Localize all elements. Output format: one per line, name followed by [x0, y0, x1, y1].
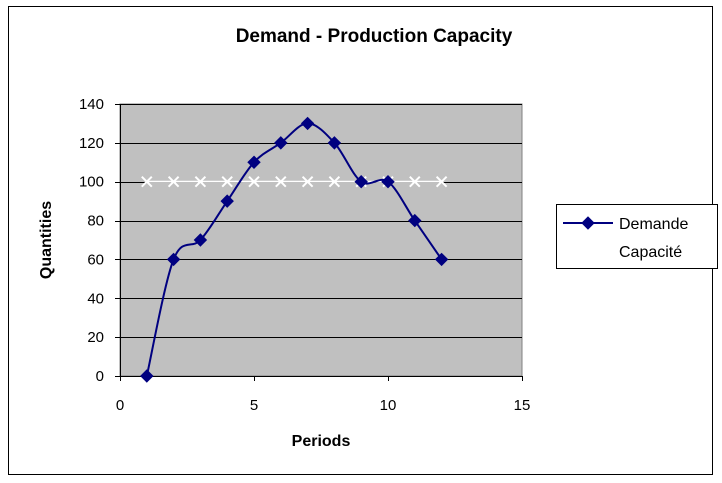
y-tick-label: 40 [87, 290, 104, 307]
legend-swatch-marker [582, 245, 594, 257]
data-point [193, 233, 208, 247]
data-point [166, 252, 181, 267]
legend-item-capacite: Capacité [563, 244, 682, 261]
x-tick-label: 5 [250, 397, 258, 414]
x-tick-label: 0 [116, 397, 124, 414]
data-point [328, 176, 341, 188]
data-point [247, 155, 261, 169]
data-point [354, 175, 368, 189]
data-point [248, 176, 260, 188]
y-tick-label: 0 [96, 368, 104, 385]
y-axis-title: Quantities [38, 201, 55, 279]
x-axis-ticks: 0 5 10 15 [116, 376, 531, 414]
legend-item-demande: Demande [563, 216, 688, 233]
series-layer [140, 116, 449, 383]
series-demande [140, 116, 449, 383]
data-point [275, 176, 287, 188]
legend: Demande Capacité [556, 204, 718, 269]
data-point [381, 175, 395, 189]
y-tick-label: 120 [79, 135, 104, 152]
x-tick-label: 15 [514, 397, 531, 414]
data-point [408, 213, 422, 228]
y-tick-label: 60 [87, 251, 104, 268]
data-point [220, 194, 234, 208]
y-tick-label: 100 [79, 174, 104, 191]
data-point [435, 176, 448, 188]
chart-title: Demand - Production Capacity [236, 26, 513, 47]
legend-label: Demande [619, 216, 688, 233]
data-point [221, 176, 233, 188]
legend-label: Capacité [619, 244, 682, 261]
data-point [140, 369, 154, 383]
data-point [434, 252, 449, 267]
y-axis-ticks: 0 20 40 60 80 100 120 140 [79, 96, 120, 385]
y-tick-label: 80 [87, 213, 104, 230]
legend-swatch-marker [581, 216, 595, 230]
y-tick-label: 140 [79, 96, 104, 113]
y-tick-label: 20 [87, 329, 104, 346]
data-point [194, 176, 207, 188]
data-point [141, 176, 153, 188]
data-point [301, 176, 314, 188]
axes [120, 104, 522, 377]
data-point [409, 176, 421, 188]
plot-area [119, 103, 523, 377]
data-point [300, 116, 315, 131]
data-point [327, 136, 342, 150]
legend-box [556, 204, 718, 269]
x-axis-title: Periods [292, 433, 351, 450]
x-tick-label: 10 [380, 397, 397, 414]
data-point [167, 176, 180, 188]
data-point [274, 136, 288, 150]
